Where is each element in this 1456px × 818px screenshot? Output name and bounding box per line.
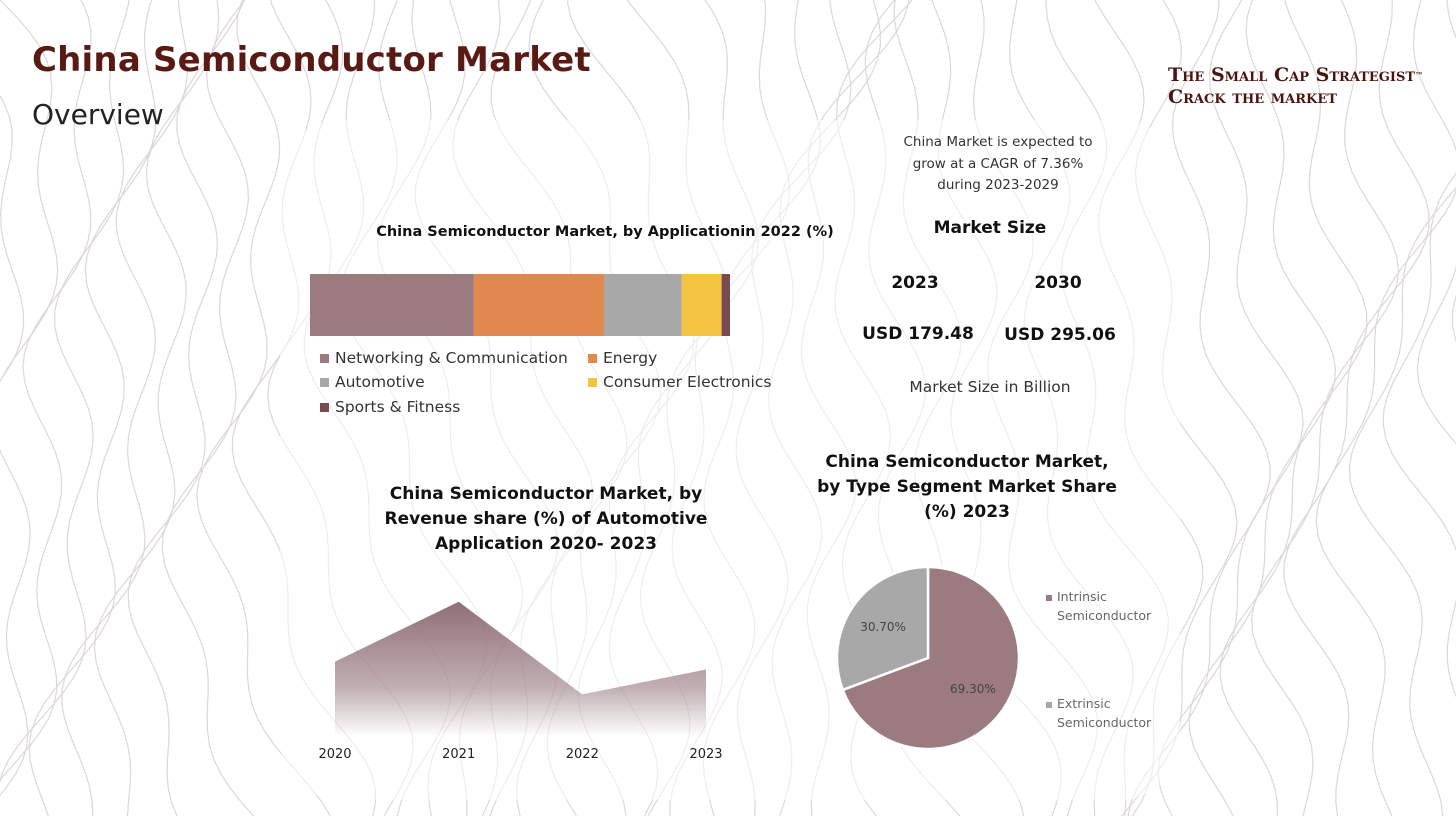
stacked-bar-title: China Semiconductor Market, by Applicati…: [376, 224, 834, 240]
contour-line: [1348, 0, 1456, 817]
pie-legend-label-line-1: Intrinsic: [1057, 589, 1107, 604]
stacked-bar-chart: [310, 274, 730, 336]
area-chart: 2020 2021 2022 2023: [318, 601, 723, 762]
contour-line: [1127, 0, 1271, 817]
legend-item-networking: Networking & Communication: [320, 349, 568, 367]
contour-line: [0, 0, 92, 781]
pie-chart: 69.30% 30.70%: [835, 565, 1021, 751]
cagr-note: China Market is expected to grow at a CA…: [880, 132, 1116, 197]
brand-tm: ™: [1415, 70, 1424, 80]
pie-data-label: 30.70%: [860, 620, 906, 634]
legend-swatch: [588, 377, 597, 387]
bar-segment-sports-fitness: [721, 274, 730, 336]
legend-swatch: [1046, 594, 1052, 601]
legend-item-energy: Energy: [588, 349, 657, 367]
contour-line: [93, 0, 220, 817]
legend-item-consumer-electronics: Consumer Electronics: [588, 373, 771, 391]
cagr-line-2: grow at a CAGR of 7.36%: [912, 155, 1084, 172]
contour-line: [1315, 0, 1456, 817]
contour-line: [1157, 0, 1304, 817]
area-chart-title: China Semiconductor Market, by Revenue s…: [384, 484, 708, 554]
market-size-value-2023: USD 179.48: [862, 324, 974, 344]
contour-line: [0, 0, 130, 784]
x-tick-label: 2021: [442, 747, 475, 762]
contour-line: [28, 0, 157, 817]
bar-segment-networking: [310, 274, 474, 336]
contour-line: [1416, 264, 1456, 445]
brand-line-2: Crack the market: [1168, 86, 1337, 108]
x-tick-label: 2023: [689, 747, 722, 762]
pie-data-label: 69.30%: [950, 682, 996, 696]
brand-logo: The Small Cap Strategist™ Crack the mark…: [1168, 64, 1423, 108]
contour-line: [196, 0, 331, 817]
legend-item-sports-fitness: Sports & Fitness: [320, 398, 460, 416]
bar-segment-energy: [473, 274, 604, 336]
pie-chart-title: China Semiconductor Market, by Type Segm…: [817, 452, 1117, 522]
contour-line: [1219, 0, 1368, 816]
pie-legend-label-line-2: Semiconductor: [1057, 715, 1152, 730]
x-tick-label: 2020: [318, 747, 351, 762]
pie-slice-intrinsic: [841, 565, 1021, 751]
legend-label: Consumer Electronics: [603, 373, 772, 391]
legend-label: Networking & Communication: [335, 349, 568, 367]
pie-legend-label-line-1: Extrinsic: [1057, 696, 1111, 711]
area-series: [335, 601, 706, 735]
contour-line: [1188, 0, 1337, 817]
legend-swatch: [320, 402, 329, 412]
contour-line: [0, 95, 25, 383]
pie-legend-item-extrinsic: Extrinsic Semiconductor: [1046, 694, 1176, 732]
contour-line: [1250, 0, 1400, 817]
legend-item-automotive: Automotive: [320, 373, 425, 391]
contour-line: [127, 0, 245, 817]
cagr-line-1: China Market is expected to: [903, 134, 1093, 150]
page-subtitle: Overview: [32, 98, 164, 131]
legend-swatch: [320, 377, 329, 387]
legend-swatch: [320, 353, 329, 363]
market-size-value-2030: USD 295.06: [1004, 325, 1116, 345]
market-size-unit-note: Market Size in Billion: [909, 378, 1071, 396]
contour-line: [61, 0, 189, 817]
cagr-line-3: during 2023-2029: [937, 177, 1059, 193]
legend-label: Automotive: [335, 373, 425, 391]
contour-line: [1283, 0, 1430, 817]
stacked-bar-legend: Networking & Communication Energy Automo…: [320, 349, 800, 423]
pie-slice-extrinsic: [835, 565, 930, 692]
market-size-title: Market Size: [933, 218, 1047, 238]
legend-swatch: [1046, 701, 1052, 708]
x-tick-label: 2022: [566, 747, 599, 762]
market-size-year-2023: 2023: [891, 273, 939, 293]
legend-label: Energy: [603, 349, 658, 367]
pie-legend-item-intrinsic: Intrinsic Semiconductor: [1046, 587, 1176, 625]
bar-segment-automotive: [604, 274, 682, 336]
market-size-year-2030: 2030: [1034, 273, 1082, 293]
contour-line: [1382, 172, 1456, 698]
brand-line-1: The Small Cap Strategist: [1168, 64, 1416, 86]
pie-legend-label-line-2: Semiconductor: [1057, 608, 1152, 623]
contour-line: [161, 0, 254, 817]
legend-label: Sports & Fitness: [335, 398, 461, 416]
contour-line: [0, 0, 59, 797]
page-title: China Semiconductor Market: [32, 40, 591, 80]
bar-segment-consumer-electronics: [681, 274, 722, 336]
legend-swatch: [588, 353, 597, 363]
